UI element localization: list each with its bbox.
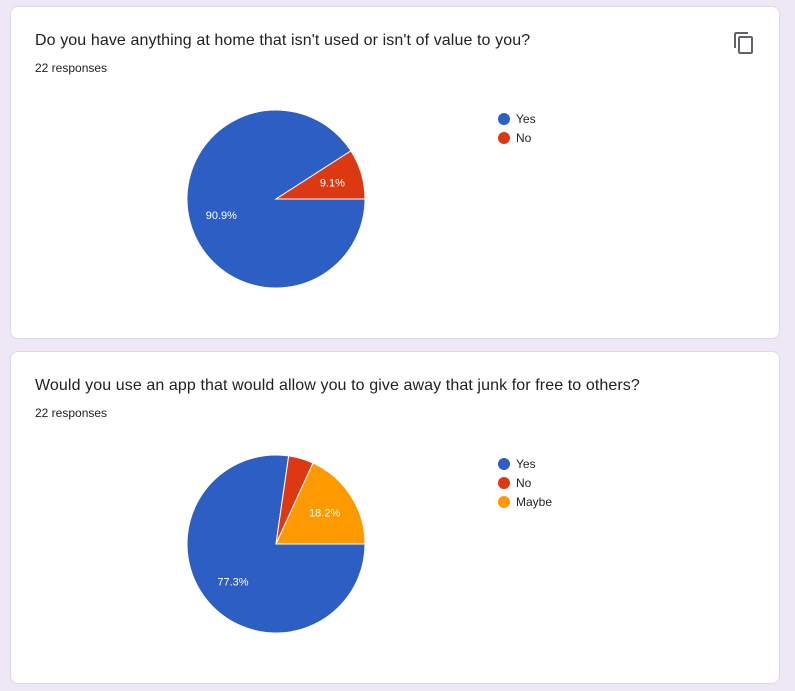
slice-label: 77.3% bbox=[217, 576, 248, 588]
legend-label: Yes bbox=[516, 456, 536, 471]
response-count: 22 responses bbox=[35, 61, 108, 75]
legend-swatch bbox=[498, 131, 510, 144]
legend-item-yes[interactable]: Yes bbox=[498, 109, 536, 128]
legend-swatch bbox=[498, 457, 510, 470]
pie-slice-maybe[interactable] bbox=[275, 462, 366, 545]
question-card-1: Do you have anything at home that isn't … bbox=[10, 6, 780, 339]
pie-chart: 90.9% 9.1% bbox=[186, 109, 366, 289]
slice-label: 90.9% bbox=[206, 210, 237, 222]
legend-swatch bbox=[498, 495, 510, 508]
slice-label: 18.2% bbox=[309, 508, 340, 520]
legend-item-maybe[interactable]: Maybe bbox=[498, 492, 552, 511]
pie-slice-no[interactable] bbox=[274, 150, 366, 200]
chart-legend: Yes No bbox=[498, 109, 536, 147]
question-title: Would you use an app that would allow yo… bbox=[35, 377, 640, 394]
legend-item-no[interactable]: No bbox=[498, 473, 552, 492]
legend-swatch bbox=[498, 476, 510, 489]
pie-chart: 77.3% 18.2% bbox=[186, 454, 366, 634]
legend-label: No bbox=[516, 475, 532, 490]
slice-label: 9.1% bbox=[320, 177, 345, 189]
legend-label: Maybe bbox=[516, 494, 553, 509]
legend-item-yes[interactable]: Yes bbox=[498, 454, 552, 473]
legend-label: Yes bbox=[516, 111, 536, 126]
question-card-2: Would you use an app that would allow yo… bbox=[10, 351, 780, 684]
legend-item-no[interactable]: No bbox=[498, 128, 536, 147]
legend-label: No bbox=[516, 130, 532, 145]
question-title: Do you have anything at home that isn't … bbox=[35, 32, 531, 49]
legend-swatch bbox=[498, 112, 510, 125]
chart-legend: Yes No Maybe bbox=[498, 454, 552, 511]
copy-chart-button[interactable] bbox=[730, 29, 758, 57]
response-count: 22 responses bbox=[35, 406, 108, 420]
copy-icon bbox=[734, 32, 753, 54]
